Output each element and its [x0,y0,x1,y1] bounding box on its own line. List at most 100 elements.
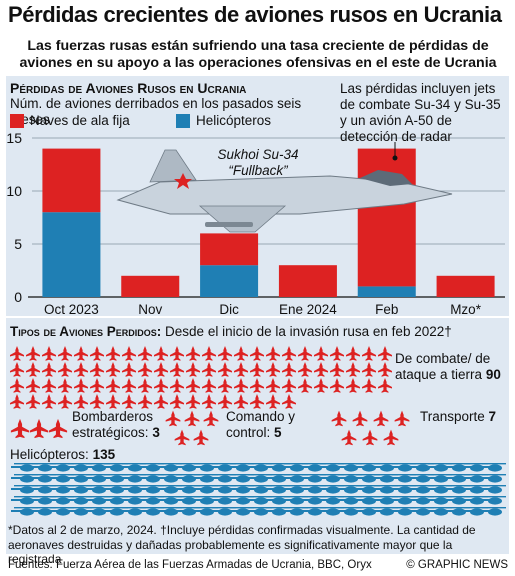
category-helicopters-label: Helicópteros: [10,447,89,462]
combat-aircraft-icon [10,346,24,361]
combat-aircraft-icon [186,378,200,393]
combat-aircraft-icon [330,362,344,377]
combat-aircraft-icon [218,378,232,393]
x-tick-label: Nov [138,302,162,317]
combat-aircraft-icon [298,346,312,361]
combat-aircraft-icon [26,362,40,377]
combat-aircraft-icon [42,378,56,393]
command-control-icon [184,410,200,427]
combat-aircraft-icon [58,378,72,393]
combat-aircraft-icon [122,346,136,361]
category-helicopters-value: 135 [92,447,116,462]
category-transport-value: 7 [488,409,497,424]
aircraft-icon-grid [10,346,506,516]
transport-icon [394,410,410,427]
y-tick-label: 15 [6,130,22,146]
footnote: *Datos al 2 de marzo, 2024. †Incluye pér… [8,523,476,566]
helicopter-icon [479,496,506,505]
combat-aircraft-icon [26,394,40,409]
combat-aircraft-icon [154,362,168,377]
sources-text: Fuentes: Fuerza Aérea de las Fuerzas Arm… [8,559,372,571]
transport-icon [331,410,347,427]
category-combat-value: 90 [485,367,501,382]
category-helicopters: Helicópteros: 135 [10,447,115,463]
combat-aircraft-icon [58,346,72,361]
command-control-icon [203,410,219,427]
combat-aircraft-icon [202,362,216,377]
plane-caption: Sukhoi Su-34 “Fullback” [208,147,308,179]
bar-fixed-wing [42,148,101,213]
command-control-icon [193,429,209,446]
combat-aircraft-icon [266,362,280,377]
combat-aircraft-icon [42,394,56,409]
bar-fixed-wing [436,275,495,297]
x-tick-label: Ene 2024 [279,302,337,317]
combat-aircraft-icon [234,378,248,393]
combat-aircraft-icon [74,346,88,361]
category-bombers: Bombarderos estratégicos: 3 [72,409,167,441]
combat-aircraft-icon [314,378,328,393]
types-title-rest: Desde el inicio de la invasión rusa en f… [165,324,452,339]
combat-aircraft-icon [218,362,232,377]
combat-aircraft-icon [26,378,40,393]
combat-aircraft-icon [202,378,216,393]
combat-aircraft-icon [298,362,312,377]
combat-aircraft-icon [266,394,280,409]
category-transport: Transporte 7 [420,409,505,425]
combat-aircraft-icon [10,378,24,393]
combat-aircraft-icon [282,378,296,393]
combat-aircraft-icon [330,346,344,361]
bar-fixed-wing [200,233,259,266]
combat-aircraft-icon [234,346,248,361]
sources-bar: Fuentes: Fuerza Aérea de las Fuerzas Arm… [8,559,508,575]
category-transport-label: Transporte [420,409,485,424]
bomber-icon [10,418,30,439]
bar-fixed-wing [278,265,337,297]
combat-aircraft-icon [186,394,200,409]
combat-aircraft-icon [186,346,200,361]
bomber-icon [29,418,49,439]
combat-aircraft-icon [218,394,232,409]
jet-missile [205,222,253,227]
transport-icon [341,429,357,446]
legend-fixed-wing-label: Naves de ala fija [30,113,130,128]
combat-aircraft-icon [250,378,264,393]
combat-aircraft-icon [26,346,40,361]
combat-aircraft-icon [42,346,56,361]
transport-icon [362,429,378,446]
combat-aircraft-icon [234,362,248,377]
credit: © GRAPHIC NEWS [406,559,508,571]
combat-aircraft-icon [138,346,152,361]
combat-aircraft-icon [138,378,152,393]
helicopter-icon [479,463,506,472]
chart-title: Pérdidas de Aviones Rusos en Ucrania [10,80,247,96]
combat-aircraft-icon [250,362,264,377]
combat-aircraft-icon [378,378,392,393]
transport-icon [383,429,399,446]
su34-jet-illustration [116,149,453,233]
x-tick-label: Oct 2023 [44,302,99,317]
x-tick-label: Mzo* [450,302,482,317]
bar-chart: 0 5 10 15 Oct 2023 Nov Dic Ene 2024 Feb Mzo* [6,130,505,317]
plane-nickname: “Fullback” [228,163,288,178]
annotation-dot [392,155,398,161]
y-tick-label: 10 [6,183,22,199]
combat-aircraft-icon [362,346,376,361]
category-bombers-label: Bombarderos estratégicos: [72,409,154,440]
combat-aircraft-icon [58,362,72,377]
jet-canopy [360,170,412,186]
combat-aircraft-icon [346,346,360,361]
combat-aircraft-icon [90,362,104,377]
types-title: Tipos de Aviones Perdidos: Desde el inic… [10,324,452,339]
category-command-value: 5 [274,425,282,440]
combat-aircraft-icon [314,362,328,377]
combat-aircraft-icon [154,378,168,393]
combat-aircraft-icon [106,394,120,409]
combat-aircraft-icon [346,362,360,377]
category-command-label: Comando y control: [226,409,296,440]
combat-aircraft-icon [362,362,376,377]
combat-aircraft-icon [202,394,216,409]
combat-aircraft-icon [282,346,296,361]
command-control-icon [174,429,190,446]
